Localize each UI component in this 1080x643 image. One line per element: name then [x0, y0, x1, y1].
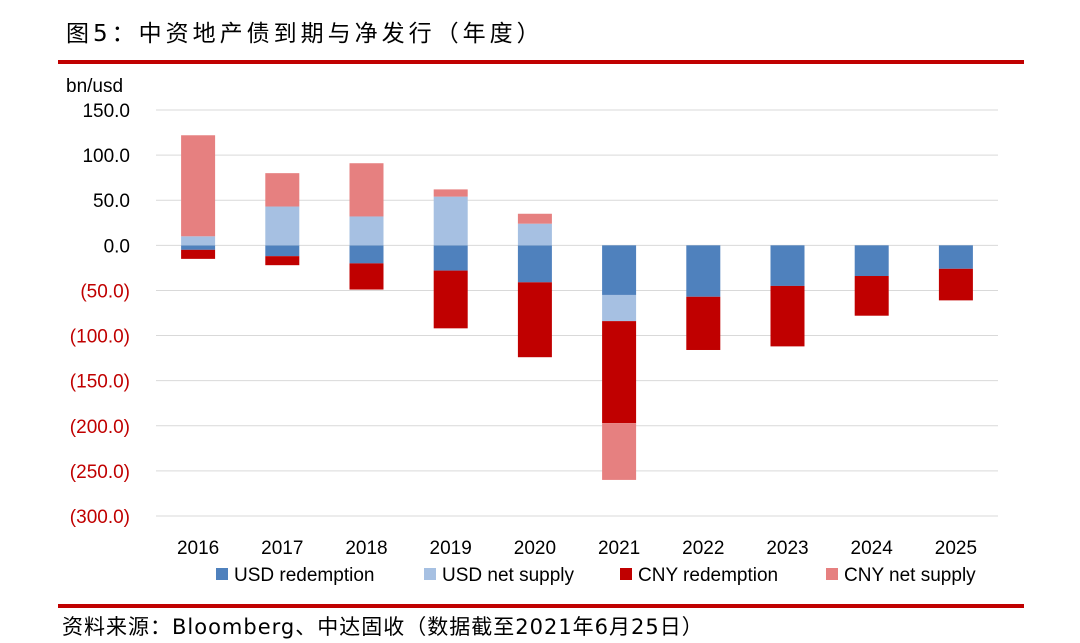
bar-usd-net-supply-2021	[602, 294, 637, 322]
bar-cny-net-supply-2018	[349, 163, 384, 217]
legend-label: CNY redemption	[638, 565, 778, 586]
bar-cny-net-supply-2021	[602, 423, 637, 480]
x-axis-ticks: 2016 2017 2018 2019 2020 2021 2022 2023 2024 2025	[177, 538, 977, 559]
y-axis-ticks: 150.0 100.0 50.0 0.0 (50.0) (100.0) (150.0) (20…	[70, 101, 130, 528]
bar-usd-net-supply-2016	[181, 236, 216, 246]
y-tick-label: 50.0	[93, 191, 130, 212]
bars	[181, 135, 973, 480]
bar-usd-redemption-2022	[686, 245, 721, 297]
legend: USD redemption USD net supply CNY redempti…	[216, 565, 976, 586]
legend-swatch	[216, 568, 228, 580]
bar-usd-net-supply-2017	[265, 206, 300, 246]
bar-cny-redemption-2022	[686, 296, 721, 350]
y-axis-label: bn/usd	[66, 76, 123, 97]
x-tick-label: 2022	[682, 538, 724, 559]
bar-usd-redemption-2016	[181, 245, 216, 250]
bar-cny-net-supply-2019	[433, 189, 468, 197]
bar-cny-redemption-2023	[770, 285, 805, 347]
y-tick-label: (250.0)	[70, 462, 130, 483]
bar-cny-redemption-2024	[854, 276, 889, 316]
bar-cny-net-supply-2017	[265, 173, 300, 207]
x-tick-label: 2020	[514, 538, 556, 559]
bar-cny-redemption-2016	[181, 249, 216, 259]
legend-label: CNY net supply	[844, 565, 976, 586]
bar-cny-redemption-2019	[433, 270, 468, 329]
bar-usd-redemption-2023	[770, 245, 805, 286]
x-tick-label: 2016	[177, 538, 219, 559]
y-tick-label: (300.0)	[70, 507, 130, 528]
legend-label: USD redemption	[234, 565, 374, 586]
x-tick-label: 2018	[345, 538, 387, 559]
bar-usd-redemption-2017	[265, 245, 300, 257]
bar-cny-redemption-2018	[349, 263, 384, 290]
bar-cny-redemption-2025	[938, 268, 973, 301]
x-tick-label: 2019	[430, 538, 472, 559]
x-tick-label: 2025	[935, 538, 977, 559]
bar-usd-net-supply-2019	[433, 196, 468, 246]
y-tick-label: (150.0)	[70, 372, 130, 393]
x-tick-label: 2021	[598, 538, 640, 559]
bar-cny-net-supply-2016	[181, 135, 216, 237]
bar-usd-redemption-2019	[433, 245, 468, 271]
legend-swatch	[620, 568, 632, 580]
bar-cny-redemption-2021	[602, 321, 637, 424]
source-note: 资料来源：Bloomberg、中达固收（数据截至2021年6月25日）	[62, 615, 704, 639]
bar-cny-net-supply-2020	[517, 213, 552, 224]
legend-label: USD net supply	[442, 565, 575, 586]
bar-usd-redemption-2021	[602, 245, 637, 295]
legend-swatch	[826, 568, 838, 580]
y-tick-label: (200.0)	[70, 417, 130, 438]
bar-cny-redemption-2017	[265, 256, 300, 266]
y-tick-label: (50.0)	[80, 281, 130, 302]
bar-usd-redemption-2018	[349, 245, 384, 264]
legend-swatch	[424, 568, 436, 580]
bar-usd-redemption-2020	[517, 245, 552, 283]
figure-title: 图5：中资地产债到期与净发行（年度）	[66, 21, 544, 47]
bar-usd-redemption-2025	[938, 245, 973, 269]
bar-usd-net-supply-2020	[517, 223, 552, 246]
x-tick-label: 2023	[766, 538, 808, 559]
top-rule	[58, 60, 1024, 64]
bar-cny-redemption-2020	[517, 282, 552, 358]
bottom-rule	[58, 604, 1024, 608]
x-tick-label: 2017	[261, 538, 303, 559]
bar-usd-redemption-2024	[854, 245, 889, 277]
y-tick-label: 0.0	[104, 236, 130, 257]
y-tick-label: 150.0	[82, 101, 130, 122]
y-tick-label: (100.0)	[70, 327, 130, 348]
bar-usd-net-supply-2018	[349, 216, 384, 246]
y-tick-label: 100.0	[82, 146, 130, 167]
x-tick-label: 2024	[851, 538, 894, 559]
